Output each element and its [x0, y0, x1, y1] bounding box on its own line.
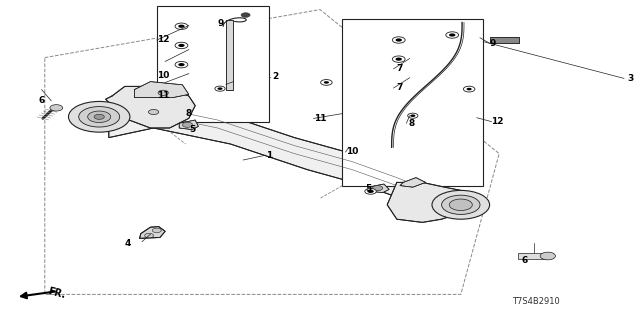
Text: 12: 12 — [492, 117, 504, 126]
Circle shape — [396, 38, 402, 42]
Circle shape — [68, 101, 130, 132]
Text: 8: 8 — [408, 119, 415, 128]
Text: 11: 11 — [314, 114, 326, 123]
Polygon shape — [227, 20, 233, 90]
Circle shape — [365, 188, 376, 194]
Circle shape — [449, 33, 456, 36]
Circle shape — [158, 90, 168, 95]
Text: 5: 5 — [365, 184, 371, 193]
Circle shape — [178, 44, 184, 47]
Text: FR.: FR. — [47, 287, 67, 301]
Text: 7: 7 — [397, 84, 403, 92]
Text: 5: 5 — [189, 125, 195, 134]
Circle shape — [396, 58, 402, 61]
Polygon shape — [490, 37, 519, 43]
Bar — [342, 19, 483, 186]
Circle shape — [410, 115, 415, 117]
Circle shape — [215, 86, 225, 91]
Circle shape — [372, 186, 383, 191]
Circle shape — [94, 114, 104, 119]
Bar — [518, 253, 545, 259]
Circle shape — [178, 63, 184, 66]
Circle shape — [463, 86, 475, 92]
Text: 4: 4 — [125, 239, 131, 248]
Circle shape — [50, 105, 63, 111]
Circle shape — [449, 199, 472, 211]
Circle shape — [175, 61, 188, 68]
Circle shape — [175, 42, 188, 49]
Circle shape — [392, 37, 405, 43]
Circle shape — [88, 111, 111, 123]
Text: 8: 8 — [186, 109, 192, 118]
Circle shape — [324, 81, 329, 84]
Text: 6: 6 — [522, 256, 528, 265]
Polygon shape — [109, 96, 435, 214]
Circle shape — [148, 109, 159, 115]
Text: 1: 1 — [266, 151, 272, 160]
Circle shape — [321, 80, 332, 85]
Polygon shape — [368, 184, 389, 193]
Text: 6: 6 — [38, 96, 45, 105]
Text: 7: 7 — [397, 64, 403, 73]
Circle shape — [446, 32, 459, 38]
Circle shape — [392, 56, 405, 62]
Circle shape — [218, 87, 223, 90]
Circle shape — [178, 25, 184, 28]
Text: 9: 9 — [218, 20, 224, 28]
Circle shape — [432, 190, 490, 219]
Circle shape — [442, 195, 480, 214]
Circle shape — [467, 88, 472, 90]
Polygon shape — [387, 182, 467, 222]
Polygon shape — [140, 227, 165, 238]
Text: 11: 11 — [157, 92, 170, 100]
Polygon shape — [106, 86, 195, 128]
Bar — [157, 6, 269, 122]
Polygon shape — [400, 178, 426, 187]
Text: 12: 12 — [157, 36, 170, 44]
Polygon shape — [134, 82, 189, 98]
Circle shape — [241, 13, 250, 17]
Circle shape — [145, 233, 154, 238]
Text: 3: 3 — [627, 74, 634, 83]
Text: T7S4B2910: T7S4B2910 — [512, 297, 560, 306]
Text: 10: 10 — [157, 71, 170, 80]
Circle shape — [182, 122, 193, 127]
Circle shape — [408, 113, 418, 118]
Circle shape — [79, 107, 120, 127]
Text: 2: 2 — [273, 72, 279, 81]
Circle shape — [540, 252, 556, 260]
Circle shape — [367, 190, 374, 193]
Circle shape — [152, 228, 161, 233]
Circle shape — [175, 23, 188, 29]
Text: 10: 10 — [346, 148, 358, 156]
Polygon shape — [179, 120, 198, 130]
Text: 9: 9 — [490, 39, 496, 48]
